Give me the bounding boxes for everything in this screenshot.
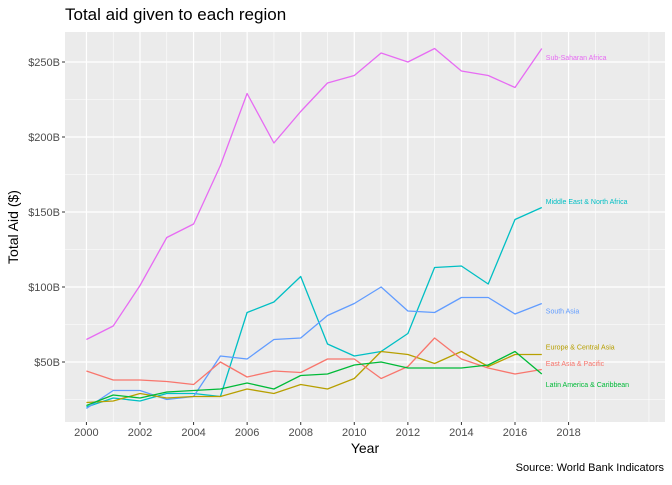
y-axis: $50B $100B $150B $200B $250B	[28, 57, 65, 369]
series-line-europe-central-asia	[86, 350, 542, 404]
grid-minor	[65, 32, 665, 422]
x-tick-label: 2000	[74, 427, 98, 439]
x-tick-label: 2016	[503, 427, 527, 439]
series-line-east-asia-pacific	[86, 337, 542, 386]
x-axis: 2000 2002 2004 2006 2008 2010 2012 2014 2016 2018	[74, 422, 581, 439]
x-axis-label: Year	[351, 440, 380, 456]
series-labels: Sub-Saharan Africa Middle East & North Af…	[546, 55, 629, 389]
series-line-middle-east-north-africa	[86, 206, 543, 408]
series-label-south-asia: South Asia	[546, 309, 580, 316]
y-tick-label: $50B	[34, 357, 60, 369]
grid-major	[65, 32, 665, 422]
series-label-sub-saharan-africa: Sub-Saharan Africa	[546, 55, 607, 62]
x-tick-label: 2010	[342, 427, 366, 439]
x-tick-label: 2014	[449, 427, 473, 439]
y-tick-label: $150B	[28, 207, 60, 219]
x-tick-label: 2004	[181, 427, 205, 439]
series-line-latin-america-caribbean	[86, 350, 543, 407]
chart-caption: Source: World Bank Indicators	[516, 462, 665, 474]
x-tick-label: 2002	[128, 427, 152, 439]
plot-panel	[65, 32, 665, 422]
series-lines	[86, 47, 543, 410]
series-label-europe-central-asia: Europe & Central Asia	[546, 345, 615, 352]
x-tick-label: 2008	[288, 427, 312, 439]
series-label-east-asia-pacific: East Asia & Pacific	[546, 361, 605, 368]
x-tick-label: 2006	[235, 427, 259, 439]
x-tick-label: 2018	[556, 427, 580, 439]
y-axis-label: Total Aid ($)	[5, 190, 21, 264]
series-label-latin-america-caribbean: Latin America & Caribbean	[546, 382, 629, 389]
y-tick-label: $100B	[28, 282, 60, 294]
y-tick-label: $250B	[28, 57, 60, 69]
series-line-south-asia	[86, 286, 543, 410]
y-tick-label: $200B	[28, 132, 60, 144]
series-line-sub-saharan-africa	[86, 47, 543, 341]
series-label-middle-east-north-africa: Middle East & North Africa	[546, 199, 628, 206]
x-tick-label: 2012	[396, 427, 420, 439]
chart-title: Total aid given to each region	[65, 5, 286, 24]
